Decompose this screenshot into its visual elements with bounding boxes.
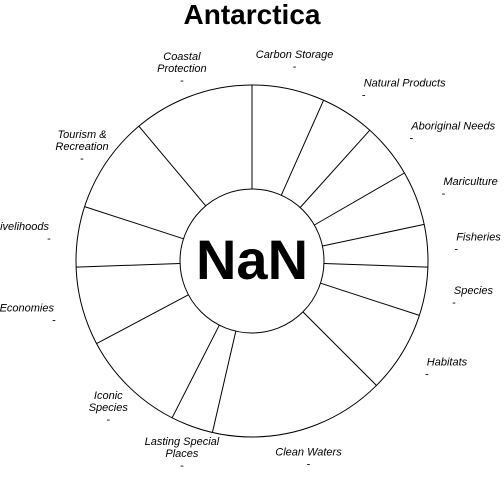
petal-label-fisheries: Fisheries — [456, 232, 501, 244]
petal-value-natural-products: - — [362, 90, 366, 102]
chart-title: Antarctica — [184, 0, 321, 30]
petal-value-coastal-protection: - — [180, 75, 184, 87]
petal-label-habitats: Habitats — [427, 357, 468, 369]
petal-label-mariculture: Mariculture — [443, 176, 497, 188]
petal-value-mariculture: - — [442, 188, 446, 200]
petal-label-tourism-and-recreation: Recreation — [55, 141, 108, 153]
petal-value-lasting-special-places: - — [180, 460, 184, 472]
petal-divider — [299, 129, 371, 208]
petal-divider — [96, 294, 189, 345]
petal-value-economies: - — [52, 315, 56, 327]
petal-dividers — [76, 85, 428, 433]
petal-label-lasting-special-places: Places — [165, 448, 199, 460]
petal-label-coastal-protection: Protection — [157, 63, 207, 75]
petal-label-iconic-species: Species — [89, 402, 129, 414]
petal-label-economies: Economies — [0, 303, 54, 315]
petal-label-species: Species — [454, 285, 494, 297]
petal-divider — [302, 311, 377, 386]
petal-label-tourism-and-recreation: Tourism & — [57, 129, 106, 141]
petal-divider — [280, 99, 325, 196]
petal-divider — [211, 331, 237, 433]
petal-label-natural-products: Natural Products — [364, 78, 446, 90]
petal-divider — [76, 263, 181, 268]
petal-label-aboriginal-needs: Aboriginal Needs — [410, 121, 495, 133]
petal-value-aboriginal-needs: - — [409, 133, 413, 145]
petal-label-carbon-storage: Carbon Storage — [256, 49, 334, 61]
petal-value-fisheries: - — [454, 244, 458, 256]
petal-label-coastal-protection: Coastal — [163, 51, 201, 63]
petal-label-lasting-special-places: Lasting Special — [145, 436, 220, 448]
petal-divider — [323, 263, 428, 268]
petal-value-species: - — [452, 297, 456, 309]
petal-label-iconic-species: Iconic — [94, 390, 123, 402]
petal-divider — [84, 206, 184, 240]
petal-label-livelihoods: Livelihoods — [0, 221, 49, 233]
petal-value-habitats: - — [425, 369, 429, 381]
petal-value-carbon-storage: - — [293, 61, 297, 73]
petal-divider — [138, 125, 207, 207]
petal-labels: Carbon Storage-Natural Products-Aborigin… — [0, 49, 501, 472]
petal-label-clean-waters: Clean Waters — [275, 447, 342, 459]
petal-divider — [322, 223, 425, 247]
petal-divider — [171, 324, 220, 419]
petal-value-iconic-species: - — [106, 414, 110, 426]
center-circle — [179, 188, 325, 334]
center-score: NaN — [196, 228, 308, 291]
petal-divider — [314, 172, 405, 226]
petal-divider — [320, 282, 420, 316]
petal-value-tourism-and-recreation: - — [80, 153, 84, 165]
petal-value-clean-waters: - — [307, 459, 311, 471]
petal-value-livelihoods: - — [47, 233, 51, 245]
